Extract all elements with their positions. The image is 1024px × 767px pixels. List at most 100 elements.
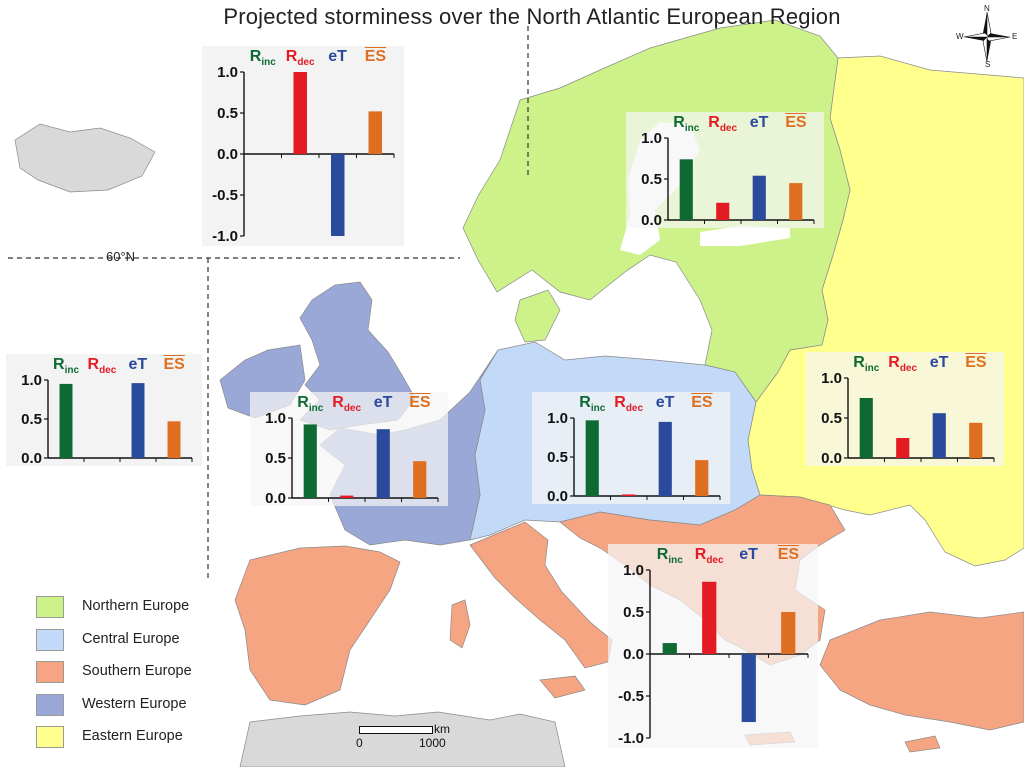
r-dec-header: Rdec — [614, 394, 643, 414]
region-denmark — [514, 289, 561, 343]
r-dec-header-base: R — [888, 354, 900, 371]
et-bar — [752, 175, 766, 220]
legend-label: Southern Europe — [82, 663, 192, 679]
legend-label: Eastern Europe — [82, 728, 183, 744]
region-italy — [469, 521, 613, 669]
bar-chart-svg: 1.0 0.5 0.0 — [821, 370, 995, 467]
r-dec-header: Rdec — [88, 356, 117, 376]
r-dec-header-sub: dec — [99, 365, 117, 376]
r-inc-header-base: R — [853, 354, 865, 371]
chart-southern-europe: 1.0 0.5 0.0 -0.5 -1.0 Rinc Rdec eT ES — [608, 544, 818, 748]
et-header: eT — [750, 114, 769, 132]
r-inc-header-sub: inc — [684, 123, 700, 134]
es-header-base: ES — [364, 48, 387, 65]
chart-northern-europe: 1.0 0.5 0.0 Rinc Rdec eT ES — [626, 112, 824, 229]
es-bar — [368, 111, 382, 154]
r-dec-header-base: R — [87, 356, 100, 373]
r_dec-bar — [293, 72, 307, 154]
et-header: eT — [129, 356, 148, 374]
y-tick-label: 0.5 — [641, 171, 662, 188]
y-tick-label: 0.0 — [623, 646, 644, 663]
gulf-of-finland — [700, 226, 790, 246]
r-dec-header: Rdec — [286, 48, 315, 68]
compass-s-label: S — [985, 60, 991, 69]
y-tick-label: 0.0 — [265, 490, 286, 507]
y-tick-label: 0.0 — [547, 488, 568, 505]
r_dec-bar — [702, 581, 717, 654]
et-header-base: eT — [739, 546, 758, 563]
y-tick-label: -0.5 — [618, 688, 644, 705]
scale-unit-label: km — [434, 722, 450, 736]
r-inc-header: Rinc — [853, 354, 879, 374]
r-dec-header-sub: dec — [343, 403, 362, 414]
r-inc-header-sub: inc — [261, 57, 276, 68]
r-inc-header-base: R — [249, 48, 262, 65]
r_inc-bar — [662, 643, 677, 654]
r-dec-header-base: R — [614, 394, 626, 411]
r-inc-header-sub: inc — [308, 403, 324, 414]
y-tick-label: -1.0 — [212, 228, 238, 245]
es-header: ES — [691, 394, 712, 412]
et-header-base: eT — [655, 394, 675, 411]
es-header: ES — [409, 394, 430, 412]
et-header-base: eT — [929, 354, 949, 371]
es-bar — [781, 612, 796, 654]
bar-chart-svg: 1.0 0.5 0.0 — [641, 130, 815, 229]
bar-chart-svg: 1.0 0.5 0.0 -0.5 -1.0 — [212, 64, 395, 245]
es-bar — [789, 183, 803, 220]
et-header-base: eT — [128, 356, 148, 373]
chart-central-europe: 1.0 0.5 0.0 Rinc Rdec eT ES — [532, 392, 730, 505]
scale-bar-rule — [359, 726, 433, 734]
compass-rose-icon: N S W E — [956, 4, 1018, 70]
y-tick-label: 0.5 — [821, 410, 842, 427]
chart-north-atlantic: 1.0 0.5 0.0 -0.5 -1.0 Rinc Rdec eT ES — [202, 46, 404, 246]
r-dec-header-base: R — [694, 546, 707, 563]
r-inc-header: Rinc — [579, 394, 605, 414]
et-header: eT — [374, 394, 393, 412]
es-header: ES — [785, 114, 806, 132]
r_dec-bar — [622, 494, 636, 496]
r-dec-header: Rdec — [695, 546, 724, 566]
es-header-base: ES — [777, 546, 800, 563]
y-tick-label: 1.0 — [547, 410, 568, 427]
y-tick-label: 1.0 — [21, 372, 42, 389]
r-inc-header: Rinc — [53, 356, 79, 376]
scale-zero-label: 0 — [356, 736, 363, 750]
y-tick-label: 1.0 — [641, 130, 662, 147]
es-header: ES — [365, 48, 386, 66]
r-dec-header-base: R — [285, 48, 298, 65]
r-inc-header-base: R — [656, 546, 669, 563]
es-header-base: ES — [965, 354, 987, 371]
et-header-base: eT — [749, 114, 769, 131]
bar-chart-svg: 1.0 0.5 0.0 — [21, 372, 193, 467]
r-dec-header: Rdec — [888, 354, 917, 374]
r-dec-header-base: R — [708, 114, 720, 131]
es-bar — [413, 461, 427, 498]
legend-swatch — [36, 596, 64, 618]
r_inc-bar — [585, 420, 599, 496]
es-bar — [969, 422, 983, 458]
r-dec-header-sub: dec — [706, 555, 724, 566]
r_inc-bar — [303, 424, 317, 498]
r-inc-header-base: R — [579, 394, 591, 411]
legend-label: Central Europe — [82, 630, 180, 647]
y-tick-label: 0.0 — [821, 450, 842, 467]
r_inc-bar — [679, 159, 693, 220]
r-inc-header: Rinc — [657, 546, 683, 566]
y-tick-label: 0.0 — [641, 212, 662, 229]
y-tick-label: 0.0 — [21, 450, 42, 467]
es-header: ES — [965, 354, 986, 372]
et-bar — [658, 421, 672, 496]
y-tick-label: 1.0 — [623, 562, 644, 579]
bar-chart-svg: 1.0 0.5 0.0 -0.5 -1.0 — [618, 562, 809, 747]
region-sardinia — [449, 599, 471, 649]
r_inc-bar — [59, 383, 73, 458]
r-dec-header-sub: dec — [625, 403, 644, 414]
latitude-60n-label: 60°N — [106, 249, 136, 264]
chart-western-europe: 1.0 0.5 0.0 Rinc Rdec eT ES — [250, 392, 448, 507]
r-dec-header-sub: dec — [297, 57, 315, 68]
es-header-base: ES — [163, 356, 185, 373]
r-inc-header-sub: inc — [590, 403, 606, 414]
es-header-base: ES — [691, 394, 713, 411]
figure-title: Projected storminess over the North Atla… — [223, 4, 841, 29]
